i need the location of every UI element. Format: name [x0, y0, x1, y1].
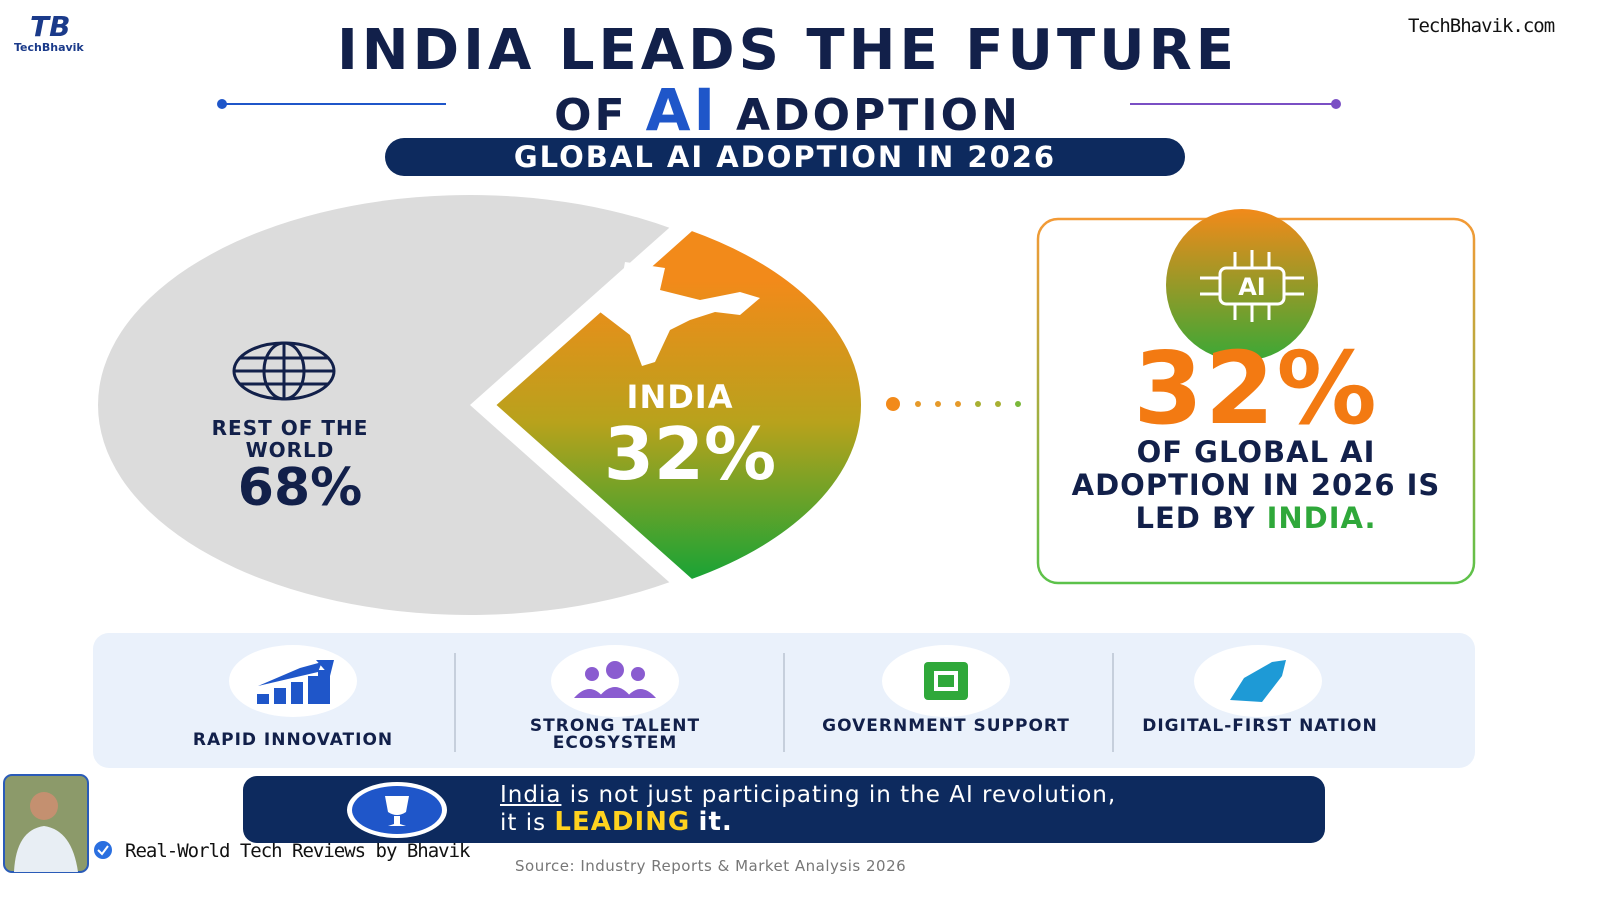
rocket-icon: [1230, 660, 1286, 702]
svg-text:TB: TB: [30, 10, 70, 43]
ai-chip-label: AI: [1238, 273, 1266, 301]
feature-dividers: [454, 653, 1114, 752]
callout-sentence: OF GLOBAL AI ADOPTION IN 2026 IS LED BY: [1071, 435, 1441, 535]
india-map: [597, 262, 760, 366]
presenter-head: [30, 792, 58, 820]
source-note: Source: Industry Reports & Market Analys…: [515, 857, 907, 875]
trophy-icon: [385, 796, 409, 826]
callout-highlight: INDIA.: [1266, 501, 1377, 535]
people-icon: [574, 661, 656, 698]
rule-dot: [1331, 99, 1341, 109]
chart-icon: [257, 660, 334, 704]
pie-value-label: 32%: [603, 412, 777, 496]
banner: [243, 776, 1325, 843]
chart-title-pill: [385, 138, 1185, 176]
banner-text-part: it.: [698, 807, 733, 837]
banner-text-part: is not just participating in the AI revo…: [569, 782, 1117, 808]
connector: [886, 397, 1051, 411]
feature-label: GOVERNMENT SUPPORT: [822, 716, 1070, 736]
banner-text: India is not just participating in the A…: [500, 782, 1320, 837]
presenter-caption: Real-World Tech Reviews by Bhavik: [125, 840, 470, 862]
pie-slice: [97, 195, 670, 616]
pie-slice: [487, 224, 867, 586]
callout-value: 32%: [1133, 330, 1379, 447]
title-line: OF AI ADOPTION: [0, 76, 1575, 144]
title-word: ADOPTION: [736, 90, 1021, 141]
pie-category: REST OF THE WORLD: [211, 416, 369, 462]
feature-label: RAPID INNOVATION: [192, 730, 394, 750]
title-word: OF: [554, 90, 628, 141]
ai-chip: [1200, 250, 1304, 322]
title-ai: AI: [645, 76, 719, 144]
globe-icon: [232, 341, 336, 401]
feature-label: STRONG TALENT ECOSYSTEM: [529, 716, 701, 753]
logo-text: TechBhavik: [14, 41, 84, 54]
verified-badge: [94, 841, 112, 859]
feature-label: DIGITAL-FIRST NATION: [1142, 716, 1378, 736]
cpu-icon: [924, 662, 968, 700]
ai-chip-circle: [1166, 209, 1318, 361]
banner-text-part: it is: [500, 810, 547, 836]
pie: [97, 195, 867, 616]
chart-title: GLOBAL AI ADOPTION IN 2026: [513, 140, 1057, 174]
pie-value-label: 68%: [237, 458, 363, 518]
presenter-body: [14, 826, 78, 872]
title-line: INDIA LEADS THE FUTURE: [336, 18, 1239, 83]
banner-link[interactable]: India: [500, 782, 562, 808]
callout-text: OF GLOBAL AI ADOPTION IN 2026 IS LED BY …: [1070, 436, 1442, 535]
logo-mark: TB: [30, 10, 70, 43]
rule-dot: [217, 99, 227, 109]
pie-category: INDIA: [626, 378, 734, 416]
verified-check: [97, 845, 109, 856]
banner-highlight: LEADING: [554, 807, 691, 837]
site-name: TechBhavik.com: [1408, 15, 1555, 37]
